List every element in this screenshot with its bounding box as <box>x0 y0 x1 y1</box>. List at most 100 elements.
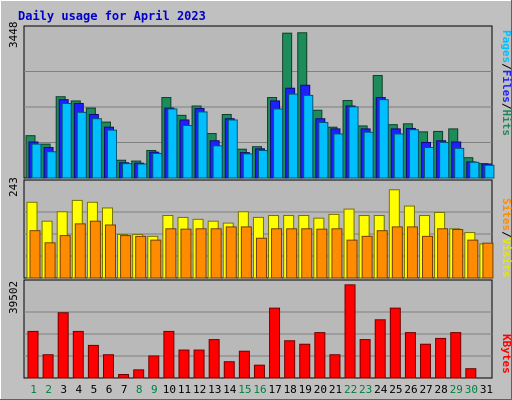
day-label: 16 <box>253 383 266 396</box>
day-label: 23 <box>359 383 372 396</box>
day-label: 7 <box>121 383 128 396</box>
day-label: 24 <box>374 383 388 396</box>
bar-pages <box>106 129 117 179</box>
bar-kbytes <box>238 350 250 379</box>
bar-pages <box>273 108 284 179</box>
bar-pages <box>167 108 178 179</box>
bar-sites <box>240 226 252 279</box>
bar-pages <box>363 131 374 179</box>
legend-hits: Hits <box>500 110 512 137</box>
bar-pages <box>76 111 87 179</box>
bar-kbytes <box>118 374 130 379</box>
day-label: 30 <box>465 383 478 396</box>
bar-kbytes <box>389 307 401 379</box>
day-label: 6 <box>106 383 113 396</box>
bar-pages <box>242 153 253 179</box>
day-label: 28 <box>435 383 448 396</box>
legend-pages: Pages <box>500 30 512 63</box>
day-label: 11 <box>178 383 191 396</box>
bar-pages <box>333 133 344 179</box>
bar-sites <box>59 235 71 279</box>
bar-kbytes <box>42 354 54 379</box>
bar-pages <box>484 164 495 179</box>
bar-pages <box>182 124 193 179</box>
day-label: 14 <box>223 383 237 396</box>
bar-sites <box>89 220 101 279</box>
bar-pages <box>393 133 404 179</box>
bar-pages <box>288 93 299 179</box>
day-label: 4 <box>76 383 83 396</box>
bar-kbytes <box>208 339 220 379</box>
bar-pages <box>137 163 148 179</box>
legend-sites-visits: Sites/Visits <box>500 198 512 278</box>
bar-pages <box>408 129 419 179</box>
day-label: 22 <box>344 383 357 396</box>
day-label: 27 <box>419 383 432 396</box>
bar-pages <box>61 102 72 179</box>
legend-files: Files <box>500 70 512 103</box>
bar-sites <box>210 228 222 279</box>
bar-pages <box>257 149 268 179</box>
bar-sites <box>452 229 464 279</box>
bar-kbytes <box>359 339 371 379</box>
day-label: 31 <box>480 383 493 396</box>
bar-pages <box>122 163 133 179</box>
day-label: 17 <box>268 383 281 396</box>
max-label-visits: 243 <box>7 177 20 197</box>
bar-sites <box>482 242 494 279</box>
day-label: 1 <box>30 383 37 396</box>
bar-kbytes <box>404 332 416 379</box>
bar-kbytes <box>253 364 265 379</box>
bar-sites <box>255 237 267 279</box>
bar-kbytes <box>87 344 99 379</box>
bar-kbytes <box>329 354 341 379</box>
chart-title: Daily usage for April 2023 <box>18 9 206 23</box>
day-label: 10 <box>163 383 176 396</box>
day-label: 25 <box>389 383 402 396</box>
day-label: 19 <box>299 383 312 396</box>
bar-sites <box>150 239 162 279</box>
bar-kbytes <box>374 319 386 379</box>
bar-sites <box>225 226 237 279</box>
bar-kbytes <box>344 284 356 379</box>
bar-pages <box>31 143 42 179</box>
bar-pages <box>152 152 163 179</box>
bar-sites <box>195 228 207 279</box>
bar-kbytes <box>72 330 84 379</box>
day-label: 21 <box>329 383 342 396</box>
bar-sites <box>361 235 373 279</box>
bar-kbytes <box>102 354 114 379</box>
bar-sites <box>406 226 418 279</box>
legend-visits: Visits <box>500 238 512 278</box>
bar-pages <box>212 145 223 179</box>
hits-files-pages-panel <box>23 25 495 179</box>
bar-pages <box>46 151 57 179</box>
bar-sites <box>467 239 479 279</box>
max-label-kbytes: 39502 <box>7 281 20 314</box>
bar-sites <box>120 235 132 279</box>
bar-sites <box>346 239 358 279</box>
bar-pages <box>378 99 389 179</box>
bar-sites <box>316 228 328 279</box>
bar-kbytes <box>57 312 69 379</box>
day-label: 18 <box>284 383 297 396</box>
legend-kbytes: KBytes <box>500 334 512 374</box>
bar-sites <box>29 230 41 279</box>
visits-sites-panel <box>23 179 494 279</box>
day-label: 3 <box>60 383 67 396</box>
bar-kbytes <box>193 349 205 379</box>
bar-pages <box>197 111 208 179</box>
day-label: 15 <box>238 383 251 396</box>
bar-sites <box>180 228 192 279</box>
bar-sites <box>135 235 147 279</box>
bar-sites <box>271 228 283 279</box>
bar-kbytes <box>465 368 477 379</box>
bar-sites <box>376 230 388 279</box>
bar-sites <box>286 228 298 279</box>
max-label-hits: 3448 <box>7 22 20 49</box>
bar-kbytes <box>450 332 462 379</box>
day-label: 26 <box>404 383 417 396</box>
day-label: 29 <box>450 383 463 396</box>
legend-sites: Sites <box>500 198 512 231</box>
